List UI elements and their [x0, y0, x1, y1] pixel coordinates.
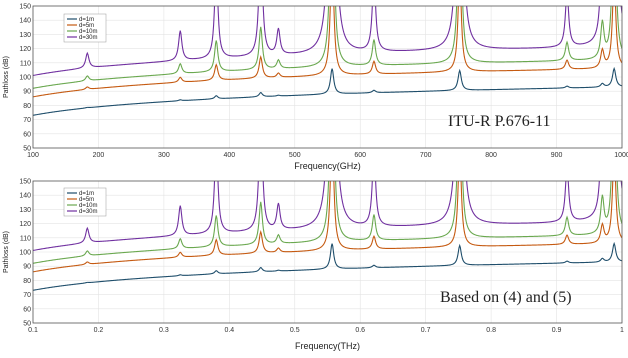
- x-tick-label: 700: [420, 152, 432, 159]
- y-tick-label: 150: [19, 179, 31, 186]
- x-tick-label: 0.3: [159, 327, 169, 334]
- legend-label: d=10m: [79, 203, 98, 209]
- y-tick-label: 60: [23, 131, 31, 138]
- x-tick-label: 0.5: [290, 327, 300, 334]
- x-tick-label: 900: [551, 152, 563, 159]
- x-axis-label: Frequency(GHz): [294, 161, 361, 171]
- y-tick-label: 150: [19, 4, 31, 11]
- legend-label: d=1m: [79, 191, 94, 197]
- y-tick-label: 90: [23, 264, 31, 271]
- chart-panel-2: 0.1 0.2 0.3 0.4 0.5 0.6 0.7 0.8 0.9 1506070809010…: [3, 179, 624, 352]
- y-tick-label: 130: [19, 32, 31, 39]
- x-tick-label: 600: [354, 152, 366, 159]
- series-line-d=10m: [33, 6, 622, 89]
- axes-box: [32, 180, 623, 324]
- y-tick-label: 110: [20, 60, 31, 67]
- y-tick-label: 60: [23, 306, 31, 313]
- y-tick-label: 140: [19, 18, 31, 25]
- y-tick-label: 100: [19, 75, 31, 82]
- series-line-d=1m: [33, 241, 622, 291]
- y-tick-label: 80: [23, 278, 31, 285]
- y-tick-label: 80: [23, 103, 31, 110]
- series-group: [33, 6, 622, 116]
- x-tick-label: 0.2: [94, 327, 104, 334]
- chart-annotation: Based on (4) and (5): [440, 289, 572, 306]
- x-tick-label: 0.1: [28, 327, 38, 334]
- y-tick-label: 110: [20, 235, 31, 242]
- y-tick-label: 70: [23, 292, 31, 299]
- x-axis-label: Frequency(THz): [295, 341, 360, 351]
- x-tick-label: 1: [620, 327, 624, 334]
- x-tick-label: 200: [93, 152, 105, 159]
- chart-annotation: ITU-R P.676-11: [448, 113, 551, 130]
- x-tick-label: 0.6: [355, 327, 365, 334]
- y-axis-label: Pathloss (dB): [3, 231, 10, 273]
- x-tick-label: 400: [223, 152, 235, 159]
- x-tick-label: 0.9: [552, 327, 562, 334]
- y-tick-label: 140: [19, 193, 31, 200]
- x-tick-label: 500: [289, 152, 301, 159]
- legend-label: d=1m: [79, 17, 94, 23]
- series-line-d=1m: [33, 66, 622, 116]
- series-line-d=30m: [33, 6, 622, 77]
- y-tick-label: 50: [23, 321, 31, 328]
- axes-box: [32, 5, 623, 149]
- y-axis-label: Pathloss (dB): [3, 56, 10, 98]
- y-tick-label: 120: [19, 221, 31, 228]
- x-tick-label: 0.8: [486, 327, 496, 334]
- series-line-d=10m: [33, 181, 622, 264]
- x-tick-label: 0.4: [224, 327, 234, 334]
- legend-label: d=10m: [79, 29, 98, 35]
- x-tick-label: 1000: [614, 152, 628, 159]
- series-line-d=5m: [33, 6, 622, 98]
- x-tick-label: 300: [158, 152, 170, 159]
- chart-panel-1: 100 200 300 400 500 600 700 800 900 1000 50 60 70 80 9…: [3, 4, 628, 172]
- y-tick-label: 50: [23, 146, 31, 153]
- x-tick-label: 0.7: [421, 327, 431, 334]
- y-tick-label: 120: [19, 46, 31, 53]
- legend-label: d=30m: [79, 35, 98, 41]
- x-tick-label: 800: [485, 152, 497, 159]
- x-tick-label: 100: [27, 152, 39, 159]
- legend-label: d=5m: [79, 197, 94, 203]
- series-group: [33, 181, 622, 291]
- legend-label: d=5m: [79, 23, 94, 29]
- y-tick-label: 100: [19, 250, 31, 257]
- series-line-d=5m: [33, 181, 622, 273]
- y-tick-label: 70: [23, 117, 31, 124]
- y-tick-label: 90: [23, 89, 31, 96]
- y-tick-label: 130: [19, 207, 31, 214]
- legend-label: d=30m: [79, 209, 98, 215]
- series-line-d=30m: [33, 181, 622, 252]
